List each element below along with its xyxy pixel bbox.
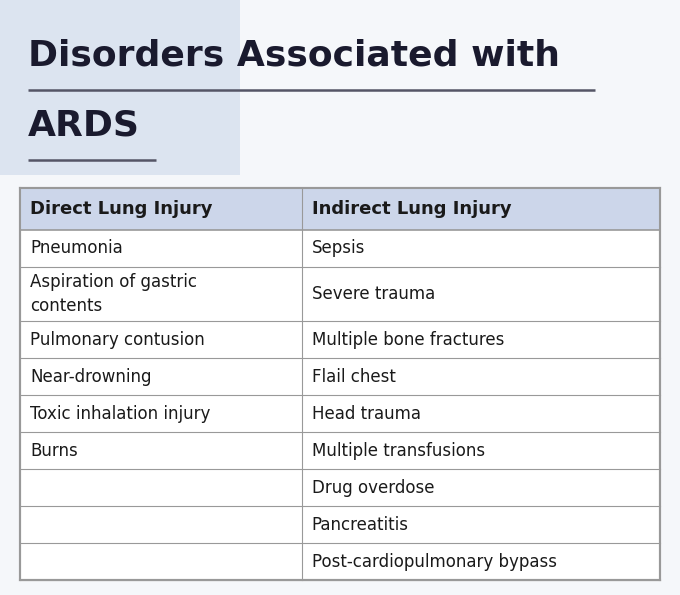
Text: Aspiration of gastric
contents: Aspiration of gastric contents [30,273,197,315]
Text: Severe trauma: Severe trauma [311,285,435,303]
FancyBboxPatch shape [20,188,660,230]
Text: Pneumonia: Pneumonia [30,239,123,258]
Text: Head trauma: Head trauma [311,405,421,423]
Text: Flail chest: Flail chest [311,368,396,386]
Text: Sepsis: Sepsis [311,239,365,258]
Text: Drug overdose: Drug overdose [311,478,434,497]
FancyBboxPatch shape [0,0,240,175]
Text: Post-cardiopulmonary bypass: Post-cardiopulmonary bypass [311,553,557,571]
Text: Direct Lung Injury: Direct Lung Injury [30,200,212,218]
Text: ARDS: ARDS [28,108,140,142]
Text: Near-drowning: Near-drowning [30,368,152,386]
FancyBboxPatch shape [20,188,660,580]
Text: Toxic inhalation injury: Toxic inhalation injury [30,405,210,423]
Text: Pancreatitis: Pancreatitis [311,516,409,534]
Text: Multiple bone fractures: Multiple bone fractures [311,331,504,349]
Text: Indirect Lung Injury: Indirect Lung Injury [311,200,511,218]
Text: Burns: Burns [30,441,78,460]
Text: Disorders Associated with: Disorders Associated with [28,38,560,72]
Text: Multiple transfusions: Multiple transfusions [311,441,485,460]
Text: Pulmonary contusion: Pulmonary contusion [30,331,205,349]
